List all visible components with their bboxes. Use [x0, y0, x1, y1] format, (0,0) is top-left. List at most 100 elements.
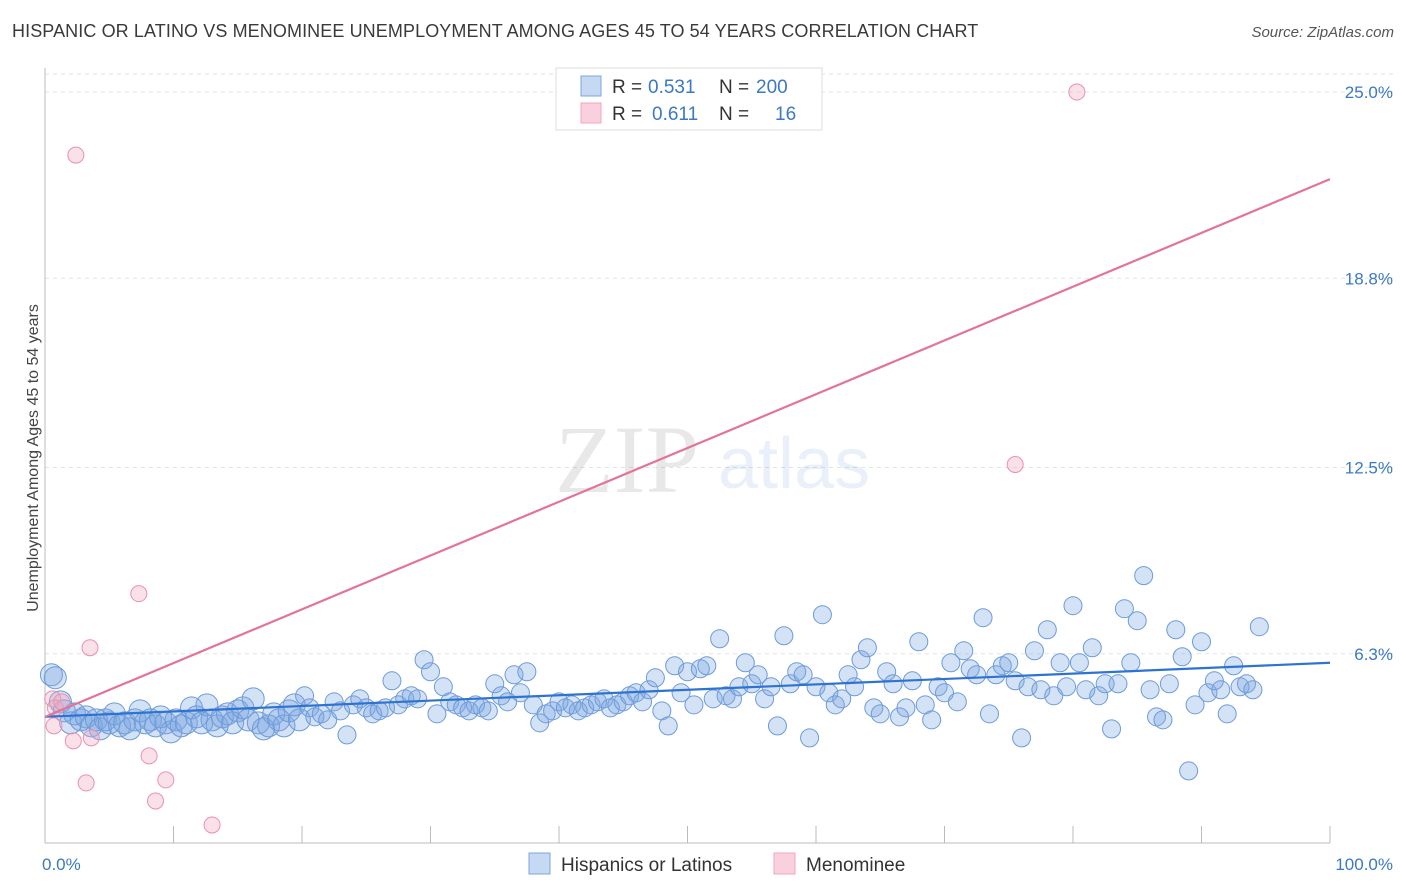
point-hispanic: [1024, 641, 1044, 661]
bottom-legend-label-2: Menominee: [806, 855, 905, 876]
point-hispanic: [639, 680, 659, 700]
point-hispanic: [922, 710, 942, 730]
point-hispanic: [43, 666, 67, 690]
point-menominee: [1068, 83, 1086, 101]
point-hispanic: [241, 687, 265, 711]
point-hispanic: [735, 653, 755, 673]
legend-r-label-1: R =: [612, 77, 642, 98]
point-hispanic: [382, 671, 402, 691]
watermark-atlas: atlas: [718, 424, 870, 504]
point-menominee: [77, 774, 95, 792]
legend-n-value-2: 16: [775, 104, 796, 125]
point-hispanic: [973, 608, 993, 628]
point-hispanic: [947, 692, 967, 712]
point-hispanic: [1159, 674, 1179, 694]
point-hispanic: [870, 704, 890, 724]
point-hispanic: [300, 698, 320, 718]
point-hispanic: [800, 728, 820, 748]
point-menominee: [157, 771, 175, 789]
legend-swatch-pink: [580, 102, 602, 124]
point-hispanic: [408, 689, 428, 709]
point-hispanic: [793, 665, 813, 685]
series-legend: Hispanics or Latinos Menominee: [528, 852, 905, 876]
point-hispanic: [1050, 653, 1070, 673]
legend-n-label-1: N =: [719, 77, 749, 98]
point-hispanic: [633, 692, 653, 712]
trend-lines: [44, 178, 1331, 718]
point-hispanic: [1179, 761, 1199, 781]
point-hispanic: [39, 663, 63, 687]
point-hispanic: [658, 716, 678, 736]
y-tick-label: 18.8%: [1345, 269, 1393, 288]
point-hispanic: [941, 653, 961, 673]
point-hispanic: [1089, 686, 1109, 706]
gridlines: [45, 73, 1395, 655]
point-hispanic: [665, 656, 685, 676]
point-hispanic: [697, 656, 717, 676]
point-hispanic: [1192, 632, 1211, 652]
watermark-zip: ZIP: [555, 406, 699, 513]
trend-line-hispanic: [44, 661, 1331, 718]
point-hispanic: [1211, 680, 1231, 700]
point-menominee: [64, 732, 82, 750]
point-menominee: [147, 792, 165, 810]
point-hispanic: [857, 638, 877, 658]
point-menominee: [130, 585, 148, 603]
point-hispanic: [287, 708, 311, 732]
point-hispanic: [812, 605, 832, 625]
legend-r-value-1: 0.531: [648, 77, 696, 98]
legend-r-value-2: 0.611: [652, 104, 698, 125]
point-hispanic: [684, 695, 704, 715]
trend-line-menominee: [44, 178, 1331, 718]
legend-n-label-2: N =: [719, 104, 749, 125]
point-hispanic: [1076, 680, 1096, 700]
axes: [44, 68, 1331, 844]
point-hispanic: [1108, 674, 1128, 694]
point-hispanic: [1082, 638, 1102, 658]
point-hispanic: [1121, 653, 1141, 673]
point-menominee: [1006, 456, 1024, 474]
point-hispanic: [478, 701, 498, 721]
point-hispanic: [1114, 599, 1134, 619]
point-hispanic: [1031, 680, 1051, 700]
source-label: Source: ZipAtlas.com: [1251, 24, 1394, 41]
point-menominee: [140, 747, 158, 765]
point-hispanic: [678, 662, 697, 682]
point-hispanic: [883, 674, 903, 694]
watermark: ZIP atlas: [555, 406, 870, 513]
point-menominee: [81, 639, 99, 657]
point-hispanic: [845, 677, 865, 697]
point-hispanic: [517, 662, 537, 682]
point-hispanic: [1140, 680, 1160, 700]
point-hispanic: [1249, 617, 1269, 637]
point-hispanic: [748, 665, 768, 685]
point-hispanic: [1069, 653, 1089, 673]
bottom-legend-label-1: Hispanics or Latinos: [561, 855, 732, 876]
point-hispanic: [331, 701, 351, 721]
point-hispanic: [1243, 680, 1263, 700]
point-hispanic: [722, 689, 742, 709]
point-hispanic: [295, 686, 315, 706]
point-hispanic: [645, 668, 665, 688]
point-hispanic: [806, 677, 826, 697]
legend-r-label-2: R =: [612, 104, 642, 125]
point-hispanic: [485, 674, 505, 694]
point-hispanic: [671, 683, 691, 703]
point-menominee: [82, 729, 100, 747]
point-hispanic: [774, 626, 794, 646]
point-hispanic: [337, 725, 357, 745]
x-tick-labels: 0.0% 100.0%: [42, 855, 1393, 874]
point-hispanic: [1127, 611, 1147, 631]
point-hispanic: [767, 716, 787, 736]
point-hispanic: [999, 653, 1019, 673]
point-hispanic: [979, 704, 999, 724]
point-hispanic: [967, 665, 987, 685]
chart-title: HISPANIC OR LATINO VS MENOMINEE UNEMPLOY…: [12, 21, 979, 41]
point-hispanic: [710, 629, 730, 649]
point-menominee: [67, 146, 85, 164]
y-axis-title: Unemployment Among Ages 45 to 54 years: [25, 304, 42, 612]
point-hispanic: [504, 665, 524, 685]
point-hispanic: [1198, 683, 1218, 703]
series-hispanics-points: [39, 566, 1269, 781]
